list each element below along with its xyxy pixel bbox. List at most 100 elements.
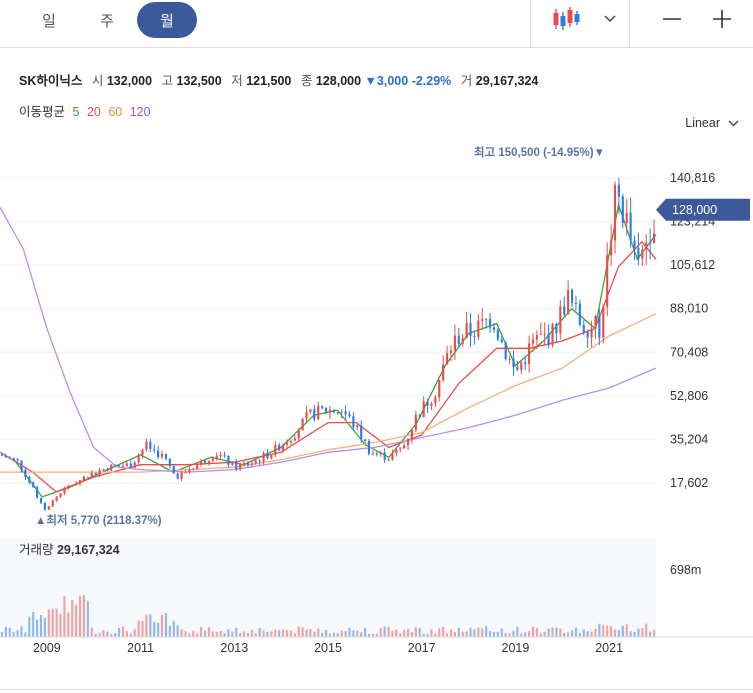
volume-bar — [172, 620, 175, 637]
chevron-down-icon[interactable] — [596, 4, 624, 34]
candle — [606, 255, 609, 307]
volume-bar — [254, 633, 257, 637]
volume-bar — [547, 628, 550, 637]
volume-bar — [246, 633, 250, 637]
scale-selector[interactable]: Linear — [685, 116, 739, 130]
candle — [563, 306, 566, 315]
candle — [137, 454, 140, 463]
candle — [235, 462, 238, 470]
volume-bar — [270, 631, 273, 637]
volume-bar — [430, 629, 433, 637]
candle — [453, 335, 456, 351]
candle — [461, 338, 464, 344]
volume-bar — [129, 633, 132, 637]
candle — [114, 464, 117, 466]
volume-bar — [43, 617, 46, 637]
min-price-label: ▲최저 5,770 (2118.37%) — [35, 513, 162, 527]
volume-bars — [0, 595, 656, 637]
volume-bar — [403, 629, 406, 637]
candle — [371, 453, 374, 455]
low-label: 저 — [231, 74, 243, 88]
candle — [102, 469, 105, 471]
volume-bar — [559, 628, 562, 637]
candle — [192, 469, 195, 471]
y-tick-label: 70,408 — [670, 345, 708, 359]
volume-bar — [71, 599, 74, 637]
candle — [570, 289, 574, 304]
volume-bar — [551, 627, 554, 637]
volume-bar — [590, 631, 593, 637]
volume-bar — [602, 624, 605, 637]
volume-bar — [418, 628, 421, 637]
candle — [98, 470, 101, 475]
volume-bar — [78, 595, 82, 637]
candle — [645, 242, 648, 250]
volume-bar — [324, 630, 328, 637]
candle — [504, 342, 507, 360]
volume-bar — [594, 628, 597, 637]
candle — [285, 442, 289, 445]
chart-annotations: 최고 150,500 (-14.95%)▼ ▲최저 5,770 (2118.37%… — [19, 145, 750, 577]
candle — [36, 487, 39, 498]
volume-bar — [118, 627, 121, 637]
candle — [309, 409, 312, 413]
candle — [28, 477, 31, 483]
toolbar-divider — [530, 0, 531, 48]
volume-bar — [47, 609, 50, 637]
volume-bar — [426, 633, 429, 637]
volume-bar — [180, 629, 183, 637]
candle — [578, 303, 581, 325]
tab-daily[interactable]: 일 — [42, 12, 56, 30]
candle — [391, 453, 394, 460]
ma-line-20 — [0, 240, 657, 493]
plus-icon[interactable] — [706, 4, 738, 34]
volume-bar — [141, 621, 144, 637]
candle — [321, 405, 324, 408]
volume-bar — [504, 633, 507, 637]
volume-bar — [582, 629, 585, 637]
tab-monthly[interactable]: 월 — [137, 2, 197, 38]
volume-bar — [574, 627, 578, 637]
volume-bar — [531, 626, 535, 637]
volume-bar — [379, 627, 382, 637]
volume-bar — [301, 627, 304, 637]
volume-bar — [633, 632, 636, 637]
volume-bar — [278, 630, 281, 637]
volume-bar — [442, 626, 445, 637]
minus-icon[interactable] — [656, 4, 688, 34]
volume-bar — [36, 619, 39, 637]
ma-label: 이동평균 — [19, 105, 66, 119]
volume-bar — [625, 624, 628, 637]
volume-bar — [535, 628, 538, 637]
volume-bar — [86, 601, 89, 637]
volume-bar — [375, 633, 378, 637]
volume-label: 거 — [460, 74, 473, 88]
volume-bar — [24, 632, 27, 637]
bottom-divider — [0, 689, 753, 690]
volume-bar — [192, 630, 195, 637]
volume-bar — [207, 627, 210, 637]
candle — [555, 323, 558, 334]
volume-bar — [28, 616, 31, 637]
candle — [141, 449, 144, 455]
tab-weekly[interactable]: 주 — [100, 12, 114, 30]
candle — [641, 249, 644, 259]
max-price-label: 최고 150,500 (-14.95%)▼ — [474, 145, 605, 159]
volume-bar — [223, 633, 226, 637]
candlestick-icon[interactable] — [549, 4, 583, 34]
volume-bar — [121, 626, 125, 637]
volume-value: 29,167,324 — [475, 74, 539, 88]
volume-bar — [258, 627, 261, 637]
volume-bar — [8, 627, 11, 637]
candle — [414, 414, 417, 430]
candle — [231, 462, 234, 465]
candle — [442, 364, 445, 380]
candle — [340, 411, 343, 413]
candle — [403, 445, 406, 449]
price-info: SK하이닉스 시 132,000 고 132,500 저 121,500 종 1… — [19, 70, 538, 89]
volume-bar — [153, 621, 156, 637]
volume-bar — [188, 633, 191, 637]
x-tick-label: 2013 — [220, 641, 248, 655]
candle — [485, 318, 488, 320]
